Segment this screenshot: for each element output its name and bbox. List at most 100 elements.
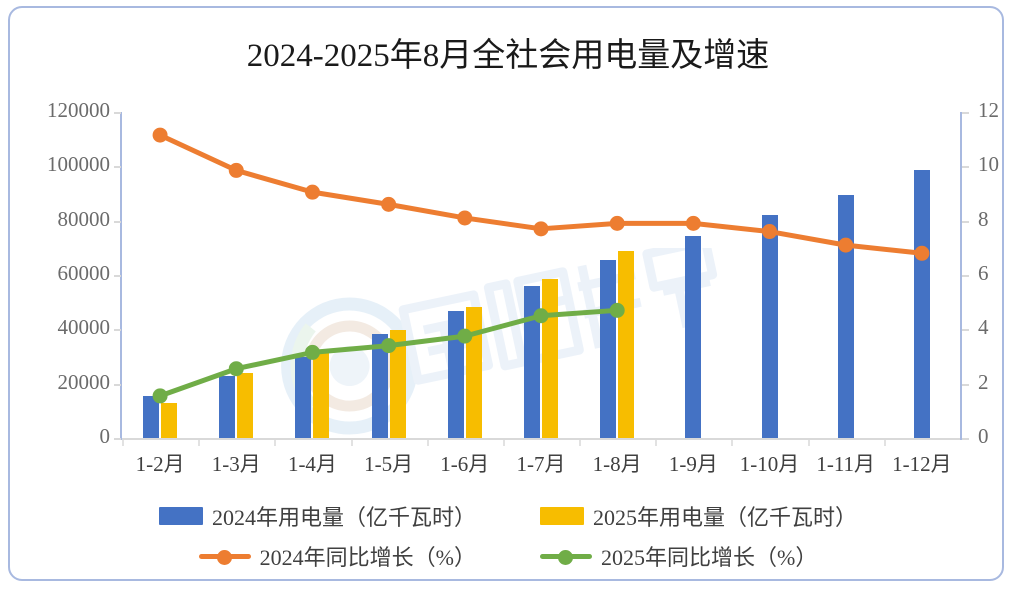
growth-2025-point [228,361,244,377]
x-axis-tick-label: 1-3月 [211,452,261,476]
left-axis-tick-label: 120000 [47,98,110,122]
growth-2025-point [381,338,397,354]
left-axis-rule [120,112,122,440]
legend-label: 2025年用电量（亿千瓦时） [593,505,858,530]
x-axis-tick-mark [502,440,505,446]
right-axis-tick-label: 4 [978,315,989,340]
legend-label: 2024年同比增长（%） [259,545,476,570]
bar-2024 [913,170,930,438]
x-axis-tick-mark [274,440,277,446]
left-axis-tick-mark [114,275,121,277]
growth-2024-point [152,127,168,143]
bar-2025 [389,330,406,438]
legend-label: 2024年用电量（亿千瓦时） [211,505,476,530]
bar-2024 [600,260,617,438]
growth-2025-point [609,302,625,318]
growth-2024-point [762,224,778,240]
bar-2024 [371,333,388,438]
x-axis-tick-mark [198,440,201,446]
bar-2024 [295,357,312,438]
legend-swatch-line [198,547,251,565]
x-axis-tick-label: 1-9月 [668,452,718,476]
x-axis-baseline [122,438,960,440]
left-axis-tick-label: 80000 [57,206,111,231]
growth-2024-point [533,221,549,237]
chart-legend: 2024年用电量（亿千瓦时） 2025年用电量（亿千瓦时） 2024年同比增长（%）… [10,496,1006,576]
legend-line-marker [558,550,573,565]
x-axis-tick-label: 1-7月 [516,452,566,476]
right-axis-tick-label: 6 [978,261,989,285]
x-axis-tick-label: 1-11月 [816,452,876,476]
right-axis-tick-mark [962,329,969,332]
chart-card: 2024-2025年8月全社会用电量及增速 0 20000 40000 [8,6,1004,581]
left-axis-tick-label: 100000 [47,152,110,177]
x-axis-tick-mark [122,440,124,446]
x-axis-tick-mark [350,440,353,446]
x-axis-tick-label: 1-2月 [135,452,185,476]
bar-2025 [313,352,330,438]
bar-2024 [143,395,160,438]
growth-2024-point [457,210,473,226]
legend-row: 2024年同比增长（%） 2025年同比增长（%） [10,536,1006,576]
growth-2024-point [914,245,930,261]
legend-row: 2024年用电量（亿千瓦时） 2025年用电量（亿千瓦时） [10,496,1006,536]
left-axis-tick-mark [114,383,121,386]
growth-2024-point [609,215,625,231]
right-axis-tick-mark [962,438,969,440]
bar-2024 [524,285,540,438]
bar-2025 [618,251,635,438]
growth-2024-point [304,184,320,200]
growth-2025-point [533,308,549,324]
x-axis-tick-label: 1-10月 [739,452,800,476]
growth-2024-point [228,162,244,178]
legend-line-marker [216,550,232,565]
bar-2025 [237,372,254,438]
x-axis-tick-label: 1-8月 [592,452,642,476]
bar-2025 [161,402,178,438]
right-axis-tick-label: 0 [978,424,989,448]
legend-label: 2025年同比增长（%） [601,545,818,570]
left-axis-tick-mark [114,220,121,223]
right-axis-tick-mark [962,166,969,169]
growth-2024-point [838,237,854,253]
right-axis-tick-mark [962,220,969,223]
right-axis-tick-label: 8 [978,206,989,231]
left-axis-tick-mark [114,438,121,440]
right-axis-tick-mark [962,112,969,114]
bar-2024 [685,236,702,438]
left-axis-tick-mark [114,166,121,169]
x-axis-tick-mark [655,440,658,446]
x-axis-tick-mark [731,440,734,446]
left-axis-tick-mark [114,112,121,114]
bar-2024 [447,310,464,438]
x-axis-tick-mark [807,440,810,446]
x-axis-tick-mark [426,440,429,446]
x-axis-tick-label: 1-5月 [364,452,414,476]
left-axis-tick-label: 20000 [57,369,111,394]
x-axis-tick-label: 1-12月 [892,452,952,476]
chart-title: 2024-2025年8月全社会用电量及增速 [246,38,770,74]
right-axis-tick-mark [962,275,969,277]
legend-item[interactable]: 2024年同比增长（%） [198,540,476,572]
legend-item[interactable]: 2024年用电量（亿千瓦时） [158,500,476,532]
legend-swatch-line [540,547,592,565]
growth-2025-point [304,344,320,360]
left-axis-tick-label: 60000 [57,261,111,285]
bar-2024 [761,215,778,438]
x-axis-tick-label: 1-4月 [287,452,337,476]
left-axis-tick-label: 40000 [57,315,111,340]
bar-2024 [219,375,236,438]
line-series-layer [152,127,930,404]
x-axis-tick-label: 1-6月 [440,452,490,476]
right-axis-tick-label: 2 [978,369,989,394]
right-axis-tick-mark [962,383,969,386]
right-axis-tick-label: 12 [978,98,999,122]
legend-swatch-bar [158,507,203,525]
legend-item[interactable]: 2025年用电量（亿千瓦时） [540,500,857,532]
growth-2024-point [685,215,701,231]
legend-item[interactable]: 2025年同比增长（%） [540,540,817,572]
right-axis-rule [960,112,962,440]
growth-2025-point [152,388,168,404]
growth-2024-point [381,196,397,212]
plot-area: 0 20000 40000 60000 80000 100000 120000 0 2 4 6 8 1… [47,98,999,476]
